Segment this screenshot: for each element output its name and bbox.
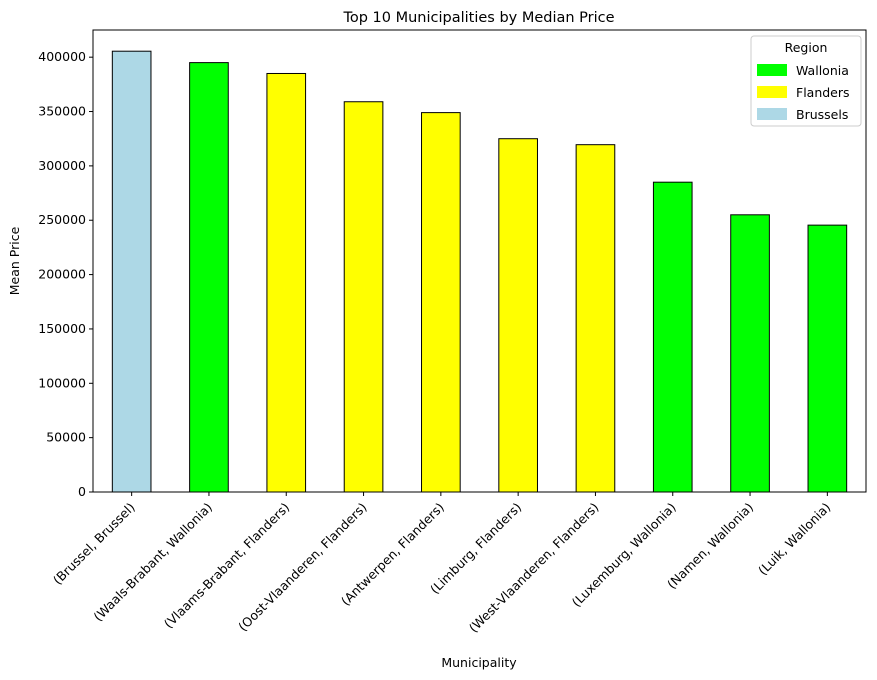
y-tick-label: 0 (78, 484, 86, 499)
x-tick-label: (Oost-Vlaanderen, Flanders) (235, 500, 370, 635)
x-tick-label: (Brussel, Brussel) (50, 500, 138, 588)
bar (730, 214, 770, 493)
legend-frame (750, 35, 862, 127)
bars (111, 50, 848, 493)
x-tick-label: (Luik, Wallonia) (755, 500, 833, 578)
bar (266, 72, 307, 493)
y-tick-label: 300000 (38, 158, 86, 173)
bar (343, 101, 384, 493)
bar (498, 138, 538, 493)
bar (575, 144, 616, 493)
y-axis-ticks: 0 50000 100000 150000 200000 250000 300000 3500… (38, 49, 93, 499)
y-tick-label: 200000 (38, 267, 86, 282)
legend-swatch (757, 108, 787, 120)
y-tick-label: 50000 (46, 430, 86, 445)
bar (189, 62, 229, 493)
legend-label: Flanders (796, 85, 850, 100)
bar (421, 112, 461, 493)
y-tick-label: 400000 (38, 49, 86, 64)
bar (807, 224, 848, 493)
chart-title: Top 10 Municipalities by Median Price (342, 10, 614, 26)
y-axis-label: Mean Price (7, 226, 22, 295)
bar (111, 50, 152, 493)
y-tick-label: 350000 (38, 104, 86, 119)
x-axis-ticks: (Brussel, Brussel)(Waals-Brabant, Wallon… (50, 492, 833, 636)
legend-swatch (757, 64, 787, 76)
x-tick-label: (Vlaams-Brabant, Flanders) (161, 500, 293, 632)
bar (652, 181, 693, 493)
y-tick-label: 250000 (38, 212, 86, 227)
legend-label: Wallonia (796, 63, 849, 78)
x-axis-label: Municipality (441, 655, 517, 670)
legend-swatch (757, 86, 787, 98)
y-tick-label: 100000 (38, 375, 86, 390)
x-tick-label: (Namen, Wallonia) (664, 500, 756, 592)
y-tick-label: 150000 (38, 321, 86, 336)
x-tick-label: (West-Vlaanderen, Flanders) (466, 500, 602, 636)
legend: Region Wallonia Flanders Brussels (750, 35, 862, 127)
plot-frame (92, 29, 867, 493)
legend-label: Brussels (796, 107, 848, 122)
legend-title: Region (785, 40, 828, 55)
